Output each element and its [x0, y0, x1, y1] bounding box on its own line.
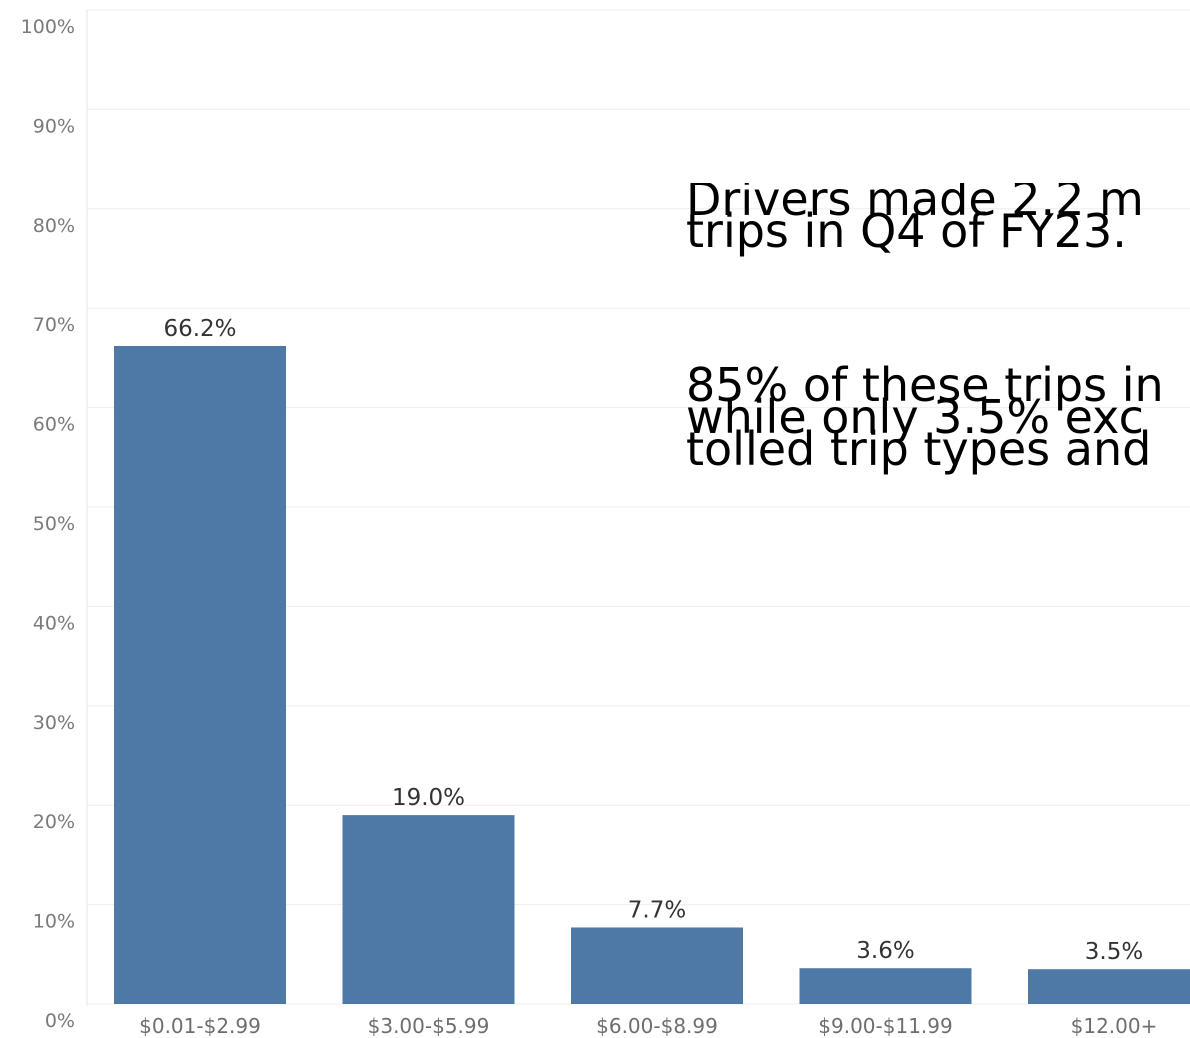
- data-label: 3.6%: [856, 938, 914, 964]
- y-tick-label: 70%: [33, 314, 75, 336]
- bar: [114, 345, 286, 1004]
- chart-annotation: Drivers made 2.2 m trips in Q4 of FY23. …: [686, 183, 1190, 603]
- annotation-line: while only 3.5% exc: [686, 390, 1144, 444]
- y-tick-label: 50%: [33, 513, 75, 535]
- y-tick-label: 10%: [33, 911, 75, 933]
- x-tick-label: $6.00-$8.99: [596, 1014, 718, 1038]
- data-label: 19.0%: [392, 785, 465, 811]
- x-axis-labels: $0.01-$2.99 $3.00-$5.99 $6.00-$8.99 $9.00-$…: [139, 1014, 1157, 1038]
- x-tick-label: $9.00-$11.99: [818, 1014, 952, 1038]
- bar: [799, 968, 972, 1004]
- y-tick-label: 20%: [33, 811, 75, 833]
- data-label: 7.7%: [628, 897, 686, 923]
- bar: [1028, 969, 1190, 1004]
- y-tick-label: 90%: [33, 115, 75, 137]
- y-tick-label: 40%: [33, 612, 75, 634]
- data-label: 3.5%: [1085, 939, 1143, 965]
- y-tick-label: 60%: [33, 414, 75, 436]
- y-tick-label: 80%: [33, 215, 75, 237]
- y-tick-label: 30%: [33, 712, 75, 734]
- y-tick-label: 0%: [45, 1010, 75, 1032]
- annotation-line: tolled trip types and: [686, 422, 1152, 476]
- x-tick-label: $0.01-$2.99: [139, 1014, 261, 1038]
- data-label: 66.2%: [163, 316, 236, 342]
- bar: [571, 927, 743, 1004]
- x-tick-label: $3.00-$5.99: [368, 1014, 490, 1038]
- annotation-line: trips in Q4 of FY23.: [686, 204, 1127, 258]
- y-tick-label: 100%: [21, 16, 75, 38]
- x-tick-label: $12.00+: [1071, 1014, 1158, 1038]
- bar: [342, 815, 515, 1004]
- y-axis: 0% 10% 20% 30% 40% 50% 60% 70% 80% 90% 100%: [21, 10, 88, 1032]
- data-labels: 66.2% 19.0% 7.7% 3.6% 3.5%: [163, 316, 1143, 965]
- bars: [114, 345, 1190, 1004]
- annotation-line: 85% of these trips in: [686, 358, 1164, 412]
